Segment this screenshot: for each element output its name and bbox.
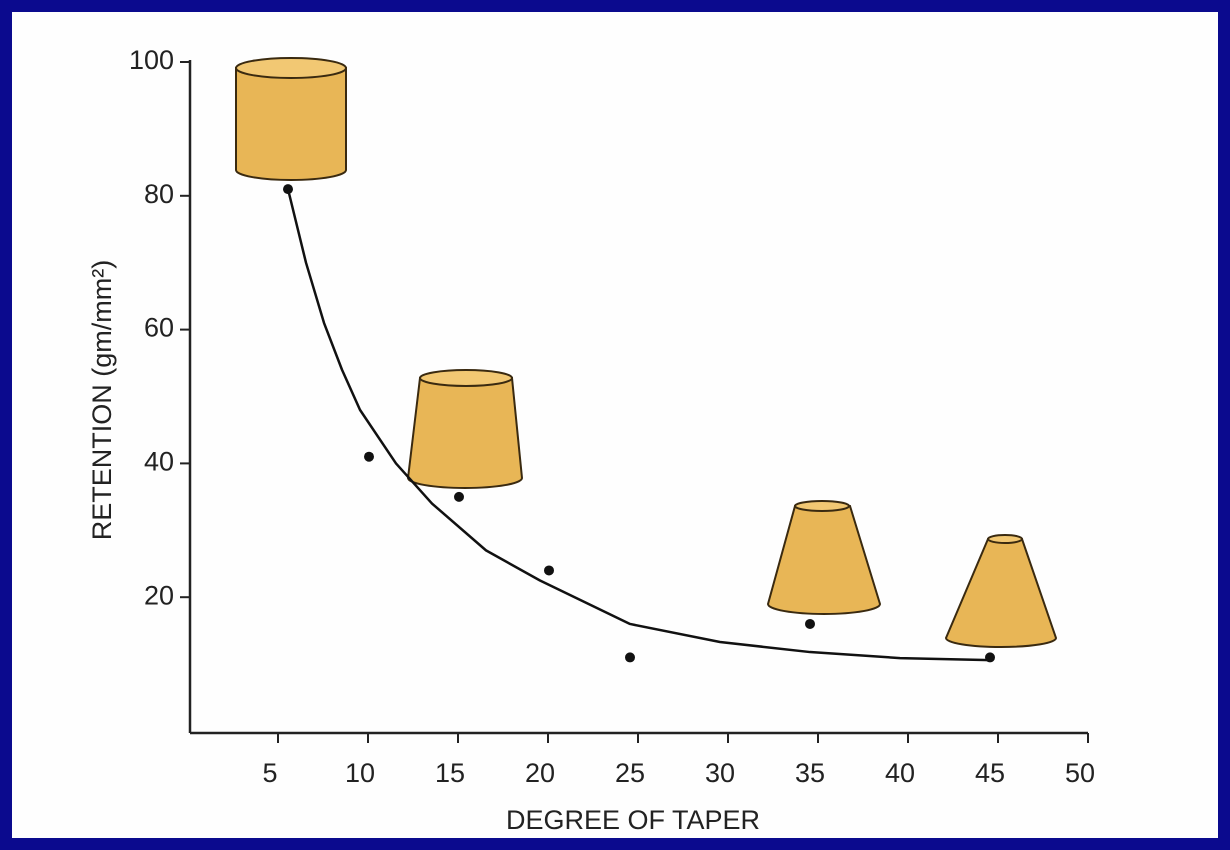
x-tick-label: 20 [525,758,555,788]
x-tick-label: 35 [795,758,825,788]
x-tick-label: 10 [345,758,375,788]
y-tick-label: 40 [144,447,174,477]
y-tick-label: 60 [144,313,174,343]
y-tick-label: 100 [129,45,174,75]
cone-35-top [795,501,849,511]
data-point [364,452,374,462]
cone-45-top [988,535,1022,543]
cylinder-top [236,58,346,78]
x-tick-label: 50 [1065,758,1095,788]
data-point [625,652,635,662]
y-axis-label: RETENTION (gm/mm²) [87,260,117,540]
data-point [544,565,554,575]
x-axis-label: DEGREE OF TAPER [506,805,760,835]
page: {"chart_data": {"type": "scatter", "x_la… [0,0,1230,850]
x-tick-label: 15 [435,758,465,788]
data-point [454,492,464,502]
chart: DEGREE OF TAPER RETENTION (gm/mm²) 20 40 6… [0,0,1230,850]
x-tick-label: 40 [885,758,915,788]
data-point [805,619,815,629]
x-tick-label: 30 [705,758,735,788]
x-tick-label: 45 [975,758,1005,788]
x-tick-label: 25 [615,758,645,788]
x-tick-label: 5 [262,758,277,788]
cone-15-top [420,370,512,386]
y-tick-label: 80 [144,179,174,209]
y-tick-label: 20 [144,580,174,610]
cylinder-illustration [236,68,346,180]
cone-15-illustration [408,378,522,488]
plot-background [12,12,1218,838]
